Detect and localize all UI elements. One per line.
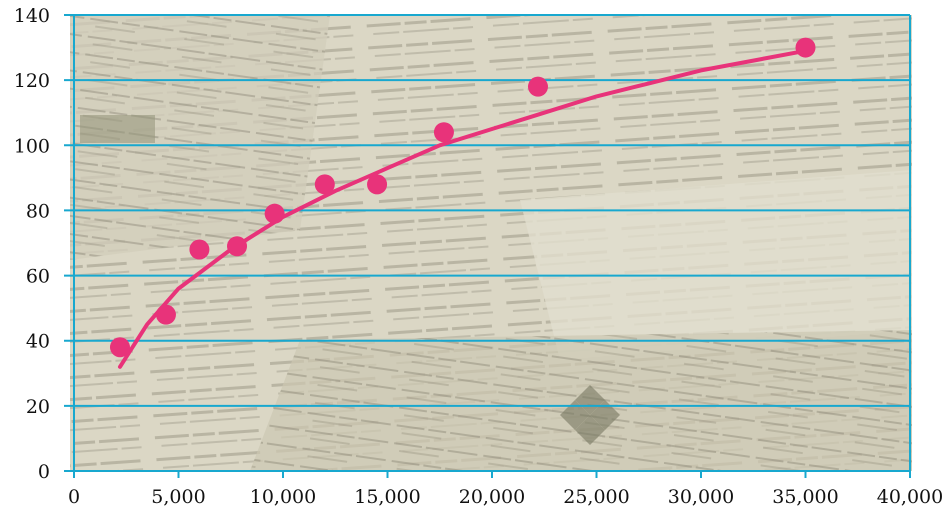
data-point [155,304,176,325]
x-tick-label: 0 [68,486,80,508]
data-point [264,203,285,224]
data-points [109,37,816,358]
trendline-group [118,48,808,369]
newspaper-background [70,15,912,471]
data-point [314,174,335,195]
y-tick-label: 80 [26,200,50,222]
x-tick-label: 30,000 [668,486,734,508]
x-tick-label: 20,000 [459,486,525,508]
y-tick-label: 40 [26,331,50,353]
y-tick-label: 120 [14,70,50,92]
data-point [367,174,388,195]
y-tick-label: 20 [26,396,50,418]
y-tick-label: 140 [14,5,50,27]
data-point [189,239,210,260]
y-tick-labels: 0 20 40 60 80 100 120 140 [14,5,50,483]
data-point [527,76,548,97]
axes [73,15,911,478]
trendline [118,48,808,369]
diamond-pattern-decoration [560,385,620,445]
x-tick-label: 35,000 [772,486,838,508]
y-gridlines [64,14,910,472]
x-tick-label: 25,000 [563,486,629,508]
data-point [433,122,454,143]
y-tick-label: 0 [38,461,50,483]
data-point [109,337,130,358]
y-tick-label: 60 [26,266,50,288]
x-tick-label: 15,000 [354,486,420,508]
x-tick-label: 10,000 [250,486,316,508]
x-tick-label: 5,000 [151,486,205,508]
data-point [795,37,816,58]
data-point [227,236,248,257]
x-tick-label: 40,000 [877,486,943,508]
y-tick-label: 100 [14,135,50,157]
x-tick-labels: 0 5,000 10,000 15,000 20,000 25,000 30,000 35,0… [68,486,943,508]
